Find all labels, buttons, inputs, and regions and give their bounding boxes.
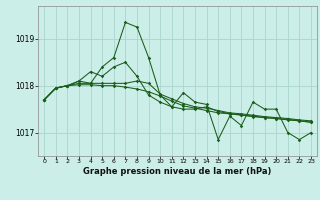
X-axis label: Graphe pression niveau de la mer (hPa): Graphe pression niveau de la mer (hPa) — [84, 167, 272, 176]
